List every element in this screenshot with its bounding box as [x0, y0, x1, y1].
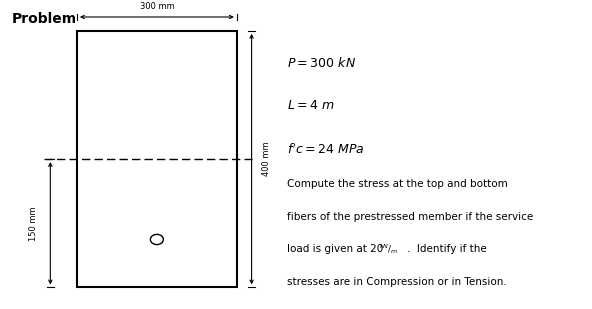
Ellipse shape [150, 234, 163, 245]
Text: .  Identify if the: . Identify if the [407, 244, 487, 254]
Text: $L = 4\ m$: $L = 4\ m$ [287, 99, 334, 112]
Text: Compute the stress at the top and bottom: Compute the stress at the top and bottom [287, 179, 508, 189]
Text: Problem: Problem [12, 12, 77, 26]
Text: $P = 300\ kN$: $P = 300\ kN$ [287, 56, 356, 70]
Text: 150 mm: 150 mm [30, 206, 38, 241]
Text: 400 mm: 400 mm [262, 142, 271, 176]
Text: load is given at 20: load is given at 20 [287, 244, 387, 254]
Bar [77, 31, 237, 287]
Text: $^{kN}/_{m}$: $^{kN}/_{m}$ [379, 243, 398, 256]
Text: 300 mm: 300 mm [140, 2, 174, 11]
Text: stresses are in Compression or in Tension.: stresses are in Compression or in Tensio… [287, 277, 507, 286]
Text: $f'c = 24\ MPa$: $f'c = 24\ MPa$ [287, 142, 365, 157]
Text: fibers of the prestressed member if the service: fibers of the prestressed member if the … [287, 212, 533, 222]
